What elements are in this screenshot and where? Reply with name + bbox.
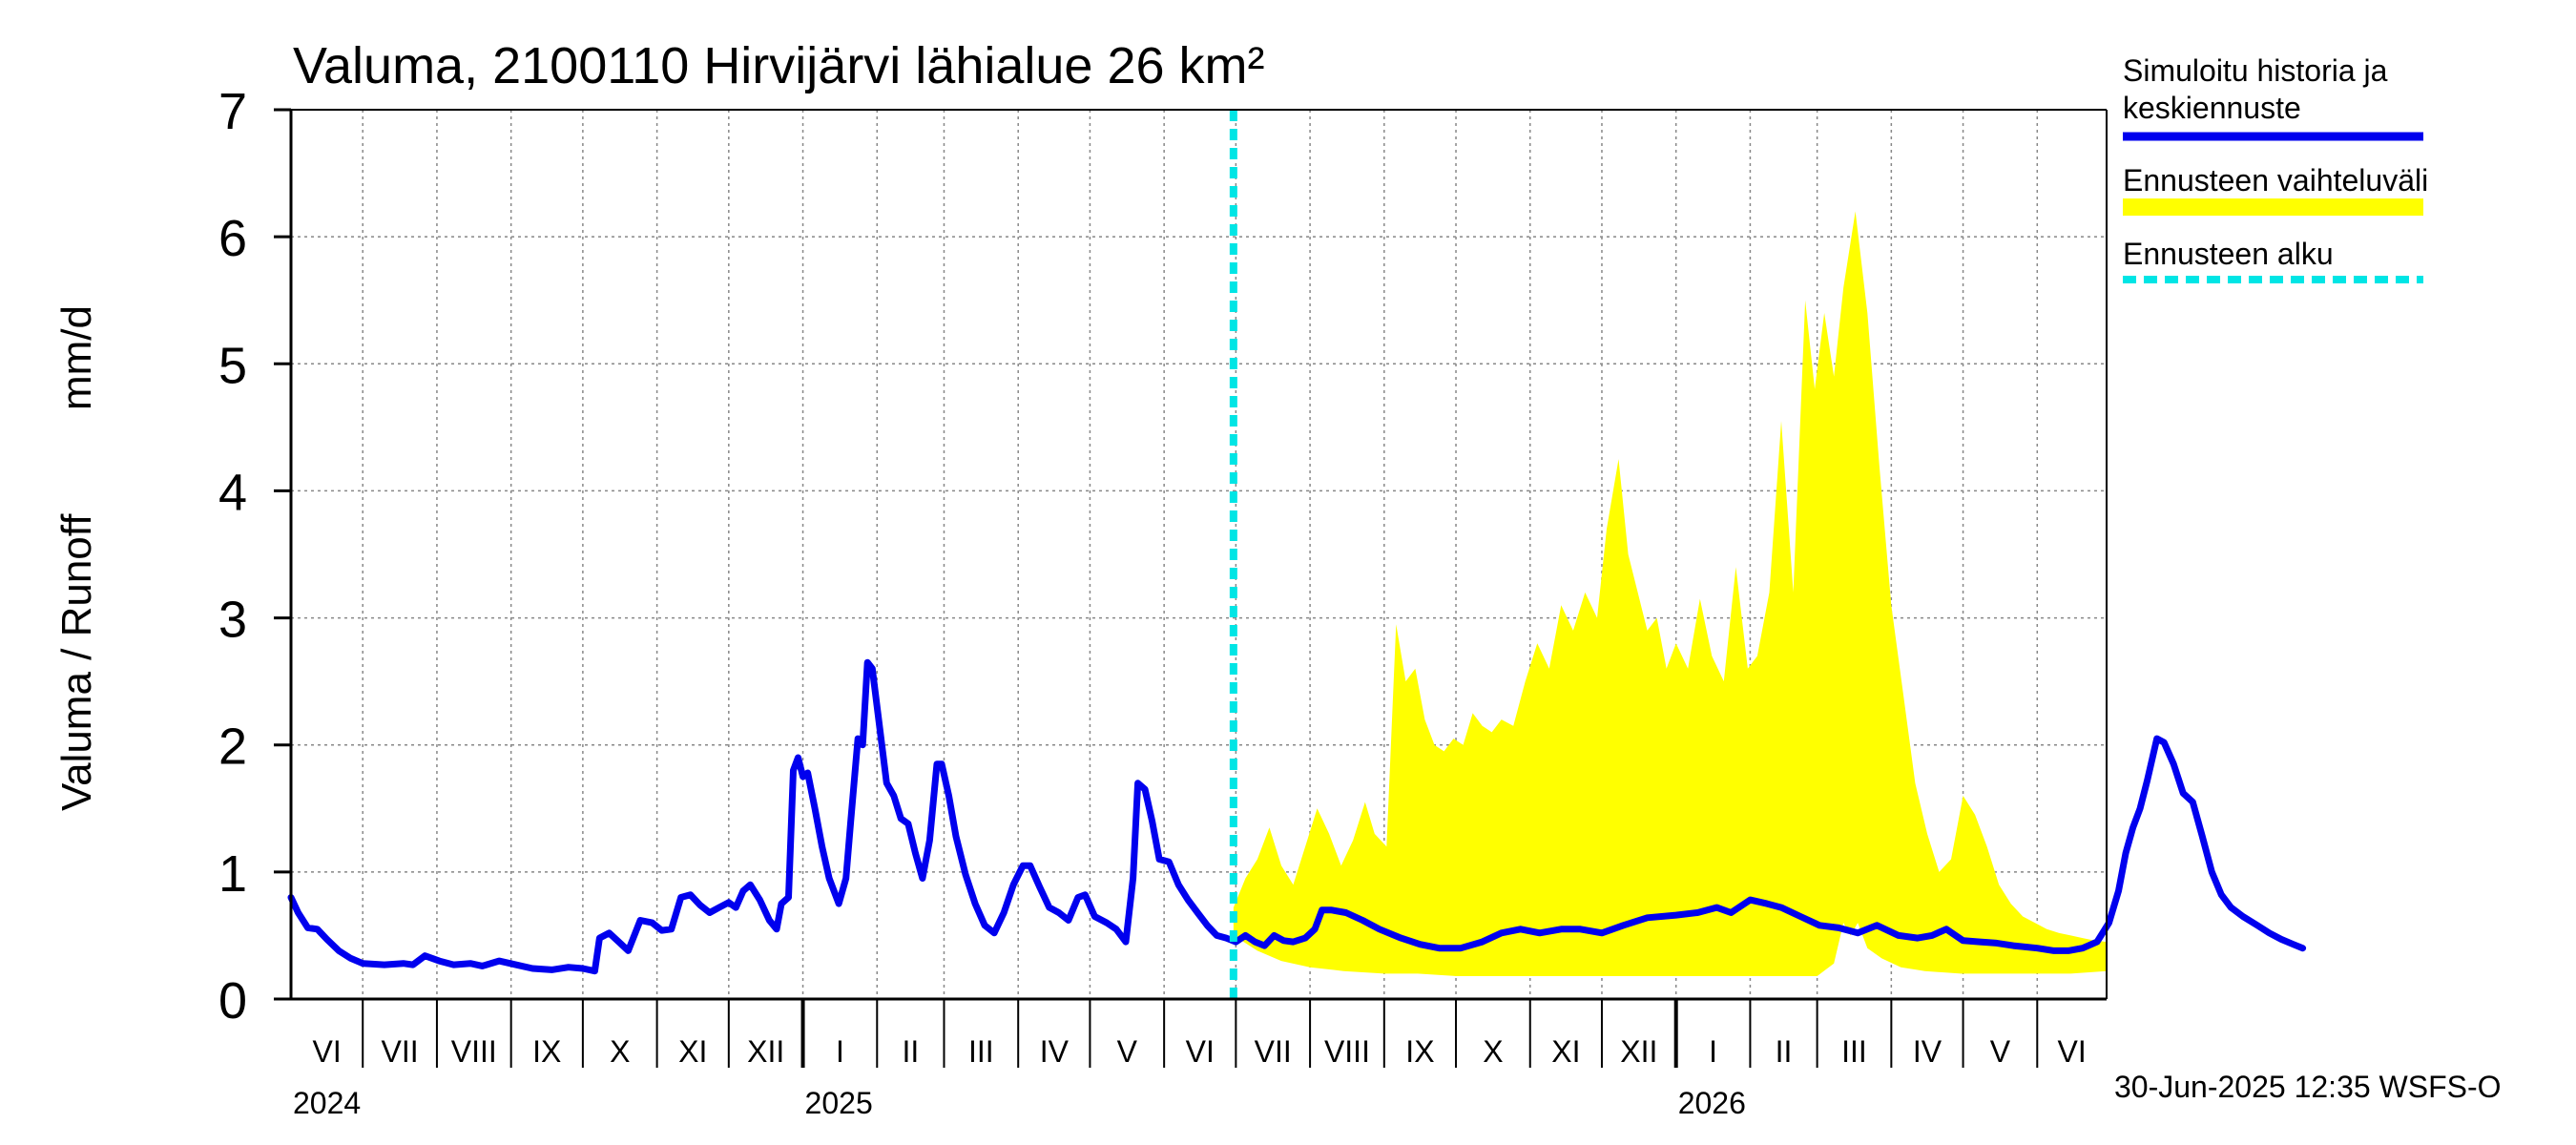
month-label: I [1709,1034,1717,1069]
forecast-range-band [1233,211,2107,976]
footer-timestamp: 30-Jun-2025 12:35 WSFS-O [2114,1070,2502,1104]
month-label: XII [747,1034,784,1069]
legend-label: Ennusteen vaihteluväli [2123,163,2428,198]
y-tick-label: 5 [218,337,247,394]
legend-label: Ennusteen alku [2123,237,2334,271]
month-label: VI [1186,1034,1215,1069]
y-tick-label: 1 [218,845,247,903]
y-tick-label: 4 [218,464,247,521]
month-label: II [902,1034,919,1069]
month-label: IX [1405,1034,1434,1069]
month-label: VI [312,1034,341,1069]
chart-title: Valuma, 2100110 Hirvijärvi lähialue 26 k… [293,37,1265,94]
year-label: 2025 [805,1086,873,1120]
month-label: V [1990,1034,2011,1069]
month-label: IV [1913,1034,1942,1069]
month-label: VI [2058,1034,2087,1069]
year-label: 2024 [293,1086,361,1120]
month-label: VII [382,1034,419,1069]
legend-label: Simuloitu historia ja [2123,53,2388,88]
month-label: IX [532,1034,561,1069]
month-label: XI [678,1034,707,1069]
month-label: VII [1255,1034,1292,1069]
month-label: VIII [1324,1034,1370,1069]
line-layer [287,658,2307,975]
month-label: XI [1551,1034,1580,1069]
month-label: X [1483,1034,1503,1069]
y-tick-label: 0 [218,972,247,1030]
grid-layer [291,110,2107,999]
year-label: 2026 [1678,1086,1746,1120]
y-tick-label: 2 [218,718,247,776]
y-axis-title: Valuma / Runoff [53,513,100,811]
month-label: III [1841,1034,1867,1069]
month-label: V [1117,1034,1138,1069]
month-label: X [610,1034,630,1069]
y-tick-label: 3 [218,592,247,649]
month-label: VIII [451,1034,497,1069]
legend-label: keskiennuste [2123,91,2301,125]
simulated-runoff-line [287,658,2307,975]
month-label: I [836,1034,844,1069]
y-tick-label: 7 [218,83,247,140]
month-label: XII [1620,1034,1657,1069]
y-tick-label: 6 [218,210,247,267]
band-layer [1233,211,2107,976]
month-label: III [968,1034,994,1069]
month-label: II [1776,1034,1793,1069]
month-label: IV [1040,1034,1070,1069]
y-axis-unit: mm/d [53,305,100,410]
